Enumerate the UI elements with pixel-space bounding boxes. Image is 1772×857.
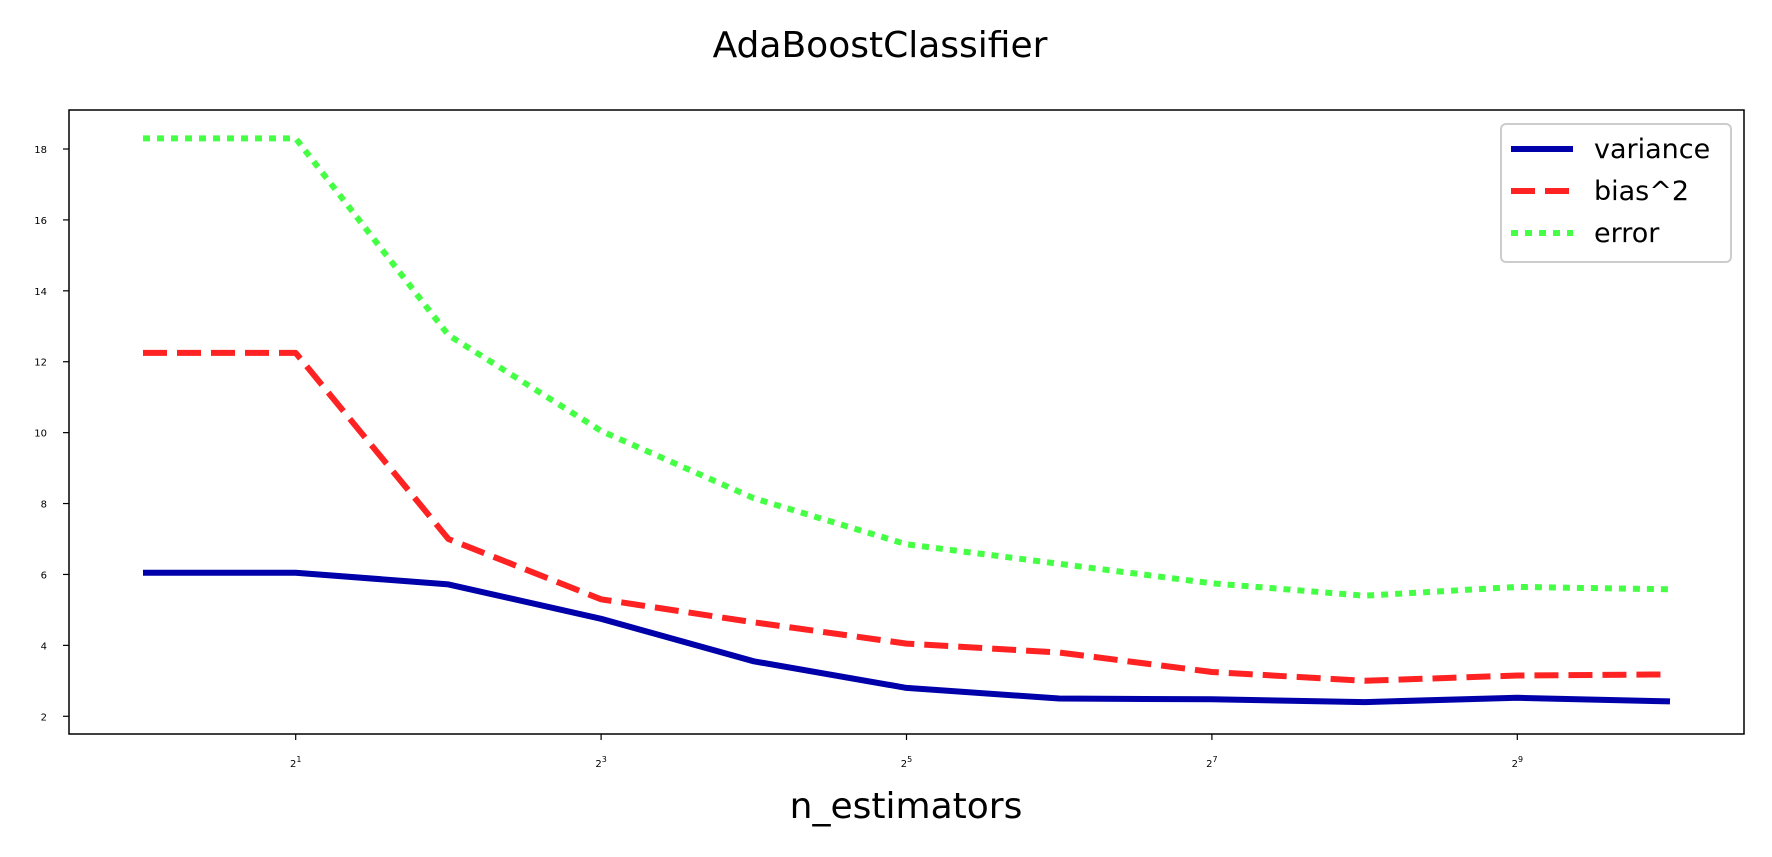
- legend-box: [1500, 123, 1732, 263]
- y-tick-label: 16: [34, 216, 47, 227]
- y-tick-label: 8: [41, 500, 47, 511]
- legend-label-error: error: [1594, 218, 1660, 249]
- y-tick-label: 18: [34, 145, 47, 156]
- y-tick-label: 6: [41, 570, 47, 581]
- y-tick-label: 12: [34, 358, 47, 369]
- y-tick-label: 10: [34, 429, 47, 440]
- series-line-error: [143, 135, 1671, 599]
- x-tick-label: 25: [901, 755, 912, 770]
- x-tick-label: 29: [1512, 755, 1523, 770]
- series-line-variance: [143, 569, 1671, 706]
- y-tick-label: 4: [41, 641, 47, 652]
- x-tick-label: 23: [595, 755, 606, 770]
- x-tick-label: 27: [1206, 755, 1217, 770]
- x-axis-label: n_estimators: [790, 786, 1023, 827]
- y-tick-label: 14: [34, 287, 47, 298]
- chart-title: AdaBoostClassifier: [713, 25, 1048, 66]
- series-line-bias-2: [143, 349, 1671, 684]
- y-tick-label: 2: [41, 712, 47, 723]
- legend-label-bias-2: bias^2: [1594, 176, 1689, 207]
- x-tick-label: 21: [290, 755, 301, 770]
- legend-label-variance: variance: [1594, 134, 1710, 165]
- plot-frame: [68, 109, 1745, 735]
